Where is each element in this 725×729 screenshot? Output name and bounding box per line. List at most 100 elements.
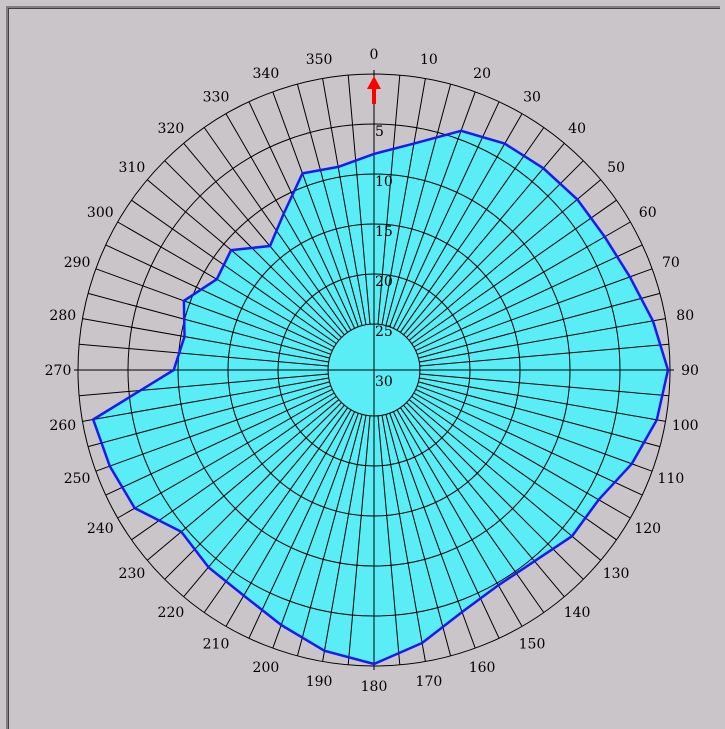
grid-spoke-205 xyxy=(248,411,356,639)
grid-spoke-35 xyxy=(399,127,545,333)
angle-label-350: 350 xyxy=(306,52,333,68)
grid-spoke-185 xyxy=(347,415,371,665)
grid-spoke-60 xyxy=(413,221,631,348)
angle-label-70: 70 xyxy=(662,255,680,271)
angle-label-140: 140 xyxy=(564,605,591,621)
angle-label-110: 110 xyxy=(658,471,685,487)
angle-label-160: 160 xyxy=(469,660,496,676)
angle-label-100: 100 xyxy=(672,418,699,434)
angle-label-180: 180 xyxy=(361,679,388,695)
angle-label-90: 90 xyxy=(681,363,699,379)
grid-spoke-140 xyxy=(403,404,565,598)
angle-label-300: 300 xyxy=(87,205,114,221)
angle-label-200: 200 xyxy=(253,660,280,676)
frame-edge-top-inner xyxy=(8,8,720,9)
grid-spoke-290 xyxy=(95,268,331,355)
grid-spoke-150 xyxy=(396,409,523,627)
grid-spoke-260 xyxy=(82,377,329,422)
data-outline xyxy=(91,129,670,666)
angle-label-250: 250 xyxy=(64,471,91,487)
grid-spoke-110 xyxy=(417,385,653,472)
angle-label-150: 150 xyxy=(519,637,546,653)
grid-spoke-125 xyxy=(411,395,617,541)
grid-spoke-210 xyxy=(225,409,352,627)
grid-spoke-330 xyxy=(225,113,352,331)
ring-label-5: 5 xyxy=(375,124,384,140)
angle-label-190: 190 xyxy=(306,674,333,690)
angle-label-10: 10 xyxy=(420,52,438,68)
angle-label-50: 50 xyxy=(607,160,625,176)
grid-spoke-220 xyxy=(183,404,345,598)
angle-label-120: 120 xyxy=(634,521,661,537)
grid-spoke-50 xyxy=(408,179,602,341)
grid-spoke-265 xyxy=(79,373,329,397)
grid-spoke-215 xyxy=(203,407,349,613)
grid-spoke-30 xyxy=(396,113,523,331)
grid-spoke-175 xyxy=(377,415,401,665)
angle-label-170: 170 xyxy=(416,674,443,690)
grid-spoke-255 xyxy=(87,381,330,448)
angle-label-320: 320 xyxy=(158,121,185,137)
grid-spoke-45 xyxy=(406,160,584,338)
grid-spoke-350 xyxy=(322,78,367,325)
grid-spoke-130 xyxy=(408,399,602,561)
grid-spoke-275 xyxy=(79,343,329,367)
angle-label-270: 270 xyxy=(45,363,72,379)
frame-edge-left-inner xyxy=(8,8,9,729)
grid-spoke-280 xyxy=(82,318,329,363)
grid-spoke-335 xyxy=(248,101,356,329)
grid-spoke-305 xyxy=(131,199,337,345)
grid-spoke-295 xyxy=(105,244,333,352)
angle-label-130: 130 xyxy=(603,566,630,582)
grid-spoke-135 xyxy=(406,402,584,580)
grid-spoke-85 xyxy=(419,343,669,367)
grid-spoke-155 xyxy=(392,411,500,639)
grid-spoke-250 xyxy=(95,385,331,472)
grid-spoke-195 xyxy=(296,414,363,657)
grid-spoke-170 xyxy=(381,415,426,662)
ring-label-30: 30 xyxy=(375,374,393,390)
grid-spoke-165 xyxy=(385,414,452,657)
angle-label-260: 260 xyxy=(49,418,76,434)
data-area xyxy=(93,130,668,665)
angle-label-0: 0 xyxy=(370,47,379,63)
ring-label-20: 20 xyxy=(375,274,393,290)
grid-spoke-95 xyxy=(419,373,669,397)
grid-spoke-310 xyxy=(146,179,340,341)
ring-label-15: 15 xyxy=(375,224,393,240)
grid-spoke-75 xyxy=(418,292,661,359)
angle-label-80: 80 xyxy=(676,308,694,324)
grid-spoke-285 xyxy=(87,292,330,359)
angle-label-340: 340 xyxy=(253,66,280,82)
grid-spoke-235 xyxy=(131,395,337,541)
frame-edge-top xyxy=(6,6,720,8)
angle-label-240: 240 xyxy=(87,521,114,537)
grid-spoke-145 xyxy=(399,407,545,613)
grid-spoke-230 xyxy=(146,399,340,561)
grid-spoke-15 xyxy=(385,83,452,326)
ring-label-25: 25 xyxy=(375,324,393,340)
grid-spoke-315 xyxy=(164,160,342,338)
grid-spoke-25 xyxy=(392,101,500,329)
grid-spoke-5 xyxy=(377,75,401,325)
angle-label-220: 220 xyxy=(158,605,185,621)
grid-spoke-70 xyxy=(417,268,653,355)
angle-label-230: 230 xyxy=(119,566,146,582)
angle-label-310: 310 xyxy=(119,160,146,176)
grid-spoke-105 xyxy=(418,381,661,448)
ring-label-10: 10 xyxy=(375,174,393,190)
grid-spoke-80 xyxy=(419,318,666,363)
grid-spoke-320 xyxy=(183,142,345,336)
angle-label-330: 330 xyxy=(203,89,230,105)
grid-spoke-100 xyxy=(419,377,666,422)
grid-spoke-65 xyxy=(415,244,643,352)
grid-spoke-55 xyxy=(411,199,617,345)
north-pointer-head xyxy=(367,76,381,89)
grid-spoke-240 xyxy=(117,392,335,519)
angle-label-210: 210 xyxy=(203,637,230,653)
grid-spoke-10 xyxy=(381,78,426,325)
grid-spoke-300 xyxy=(117,221,335,348)
grid-spoke-160 xyxy=(389,413,476,649)
